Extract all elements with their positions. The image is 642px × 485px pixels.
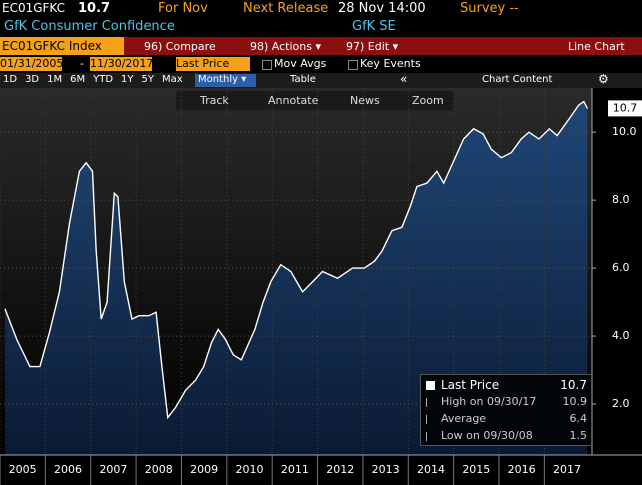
x-tick-label: 2016 [508, 463, 536, 476]
settings-icon[interactable]: ⚙ [598, 72, 609, 86]
security-name: GfK Consumer Confidence [4, 19, 175, 34]
mov-avgs-checkbox[interactable] [262, 60, 272, 70]
x-tick-label: 2008 [145, 463, 173, 476]
chart-tool: Annotate [268, 94, 319, 107]
legend-row: Average 6.4 [421, 412, 587, 428]
chart-content-button[interactable]: Chart Content [482, 74, 553, 85]
x-tick-label: 2017 [553, 463, 581, 476]
period-button[interactable]: YTD [93, 74, 114, 85]
security-field[interactable]: EC01GFKC Index [0, 37, 124, 55]
legend-label: Low on 09/30/08 [441, 429, 533, 442]
y-tick-label: 10.0 [612, 125, 637, 138]
x-tick-label: 2014 [417, 463, 445, 476]
release-time: 28 Nov 14:00 [338, 1, 426, 16]
price: 10.7 [78, 1, 111, 16]
legend-value: 1.5 [569, 429, 588, 442]
legend-label: Last Price [441, 378, 500, 392]
legend-row: High on 09/30/17 10.9 [421, 395, 587, 411]
actions-button[interactable]: 98) Actions ▾ [250, 40, 321, 53]
period: For Nov [158, 1, 208, 16]
x-tick-label: 2005 [9, 463, 37, 476]
survey: Survey -- [460, 1, 519, 16]
legend-row: Last Price 10.7 [421, 378, 587, 394]
last-value-label: 10.7 [613, 101, 638, 114]
legend-icon [426, 432, 436, 441]
end-date[interactable]: 11/30/2017 [90, 57, 154, 71]
x-tick-label: 2011 [281, 463, 309, 476]
chart-tool: News [350, 94, 380, 107]
period-button[interactable]: 3D [25, 74, 40, 85]
compare-button[interactable]: 96) Compare [144, 40, 216, 53]
chart-tool: Zoom [412, 94, 444, 107]
x-tick-label: 2015 [462, 463, 490, 476]
start-date[interactable]: 01/31/2005 [0, 57, 64, 71]
release-label: Next Release [243, 1, 329, 16]
legend-label: Average [441, 412, 487, 425]
y-tick-label: 4.0 [612, 329, 630, 342]
line [4, 100, 589, 420]
period-button[interactable]: 1M [47, 74, 63, 85]
y-tick-label: 6.0 [612, 261, 630, 274]
edit-button[interactable]: 97) Edit ▾ [346, 40, 399, 53]
x-tick-label: 2009 [190, 463, 218, 476]
legend-icon [426, 381, 435, 390]
mov-avgs-label: Mov Avgs [274, 57, 327, 70]
date-dash: - [80, 57, 84, 70]
tool-bar [176, 91, 454, 110]
period-button[interactable]: Max [162, 74, 183, 85]
legend-value: 6.4 [569, 412, 588, 425]
x-tick-label: 2010 [236, 463, 264, 476]
source: GfK SE [352, 19, 396, 34]
x-tick-label: 2012 [326, 463, 354, 476]
period-bar [0, 73, 642, 88]
legend-label: High on 09/30/17 [441, 395, 537, 408]
y-tick-label: 8.0 [612, 193, 630, 206]
collapse-button[interactable]: « [400, 72, 408, 86]
period-list: 1D 3D 1M 6M YTD 1Y 5Y Max [3, 74, 191, 85]
x-tick-label: 2013 [372, 463, 400, 476]
ticker: EC01GFKC [2, 1, 66, 15]
period-button[interactable]: 6M [70, 74, 86, 85]
period-button[interactable]: 1Y [121, 74, 134, 85]
chart-tool: Track [199, 94, 229, 107]
key-events-label: Key Events [360, 57, 421, 70]
legend-icon [426, 398, 436, 407]
area [4, 101, 588, 455]
y-tick-label: 2.0 [612, 397, 630, 410]
legend-value: 10.7 [560, 378, 587, 392]
key-events-checkbox[interactable] [348, 60, 358, 70]
legend-value: 10.9 [562, 395, 588, 408]
period-button[interactable]: 1D [3, 74, 18, 85]
legend-icon [426, 415, 436, 424]
legend: Last Price 10.7 High on 09/30/17 10.9 Averag… [420, 374, 592, 446]
action-bar [124, 37, 642, 55]
period-button[interactable]: 5Y [141, 74, 155, 85]
last-value-tag [608, 100, 642, 117]
frequency[interactable]: Monthly ▾ [195, 74, 256, 87]
legend-row: Low on 09/30/08 1.5 [421, 429, 587, 445]
x-tick-label: 2007 [99, 463, 127, 476]
field-select[interactable]: Last Price [176, 57, 250, 71]
x-tick-label: 2006 [54, 463, 82, 476]
table-button[interactable]: Table [290, 74, 316, 85]
chart-type[interactable]: Line Chart [568, 40, 625, 53]
